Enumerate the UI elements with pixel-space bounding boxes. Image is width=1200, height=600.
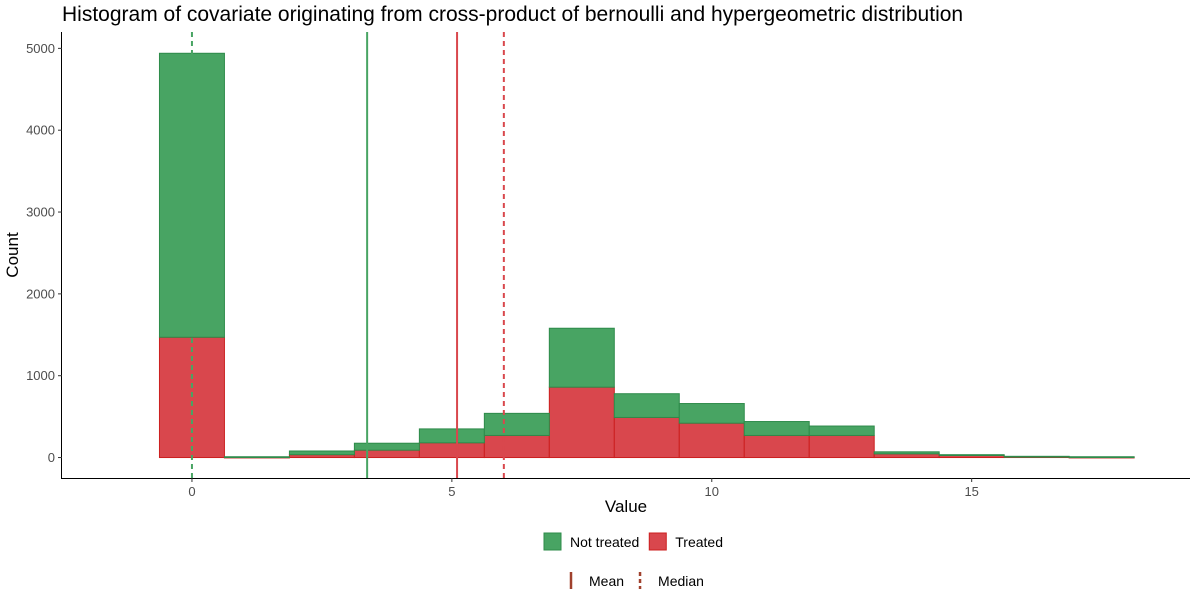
y-tick-label: 0 <box>48 450 55 465</box>
bar-treated <box>483 434 550 459</box>
x-tick-label: 5 <box>448 484 455 499</box>
legend-label-median: Median <box>658 573 704 589</box>
bar-not-treated <box>743 421 810 436</box>
legend-key-not-treated <box>543 532 562 551</box>
bar-treated <box>873 453 940 459</box>
chart-title: Histogram of covariate originating from … <box>62 3 963 26</box>
bar-treated <box>613 416 680 459</box>
x-tick-label: 15 <box>964 484 978 499</box>
bar-treated <box>678 422 745 459</box>
reference-lines <box>190 32 505 478</box>
bar-not-treated <box>223 456 290 459</box>
bar-treated <box>808 434 875 459</box>
bar-not-treated <box>418 428 485 444</box>
bar-not-treated <box>353 442 420 451</box>
y-tick-label: 3000 <box>26 205 55 220</box>
bar-not-treated <box>938 454 1005 456</box>
bar-not-treated <box>808 425 875 436</box>
y-tick-label: 4000 <box>26 123 55 138</box>
y-tick-label: 2000 <box>26 286 55 301</box>
legend-label-treated: Treated <box>675 534 723 550</box>
y-tick-label: 5000 <box>26 41 55 56</box>
bar-not-treated <box>873 451 940 455</box>
bar-not-treated <box>678 403 745 424</box>
legend-key-treated <box>648 532 667 551</box>
plot-area <box>158 52 1135 459</box>
series-not-treated <box>158 52 1135 459</box>
bar-not-treated <box>613 393 680 418</box>
y-axis-ticks: 0 1000 2000 3000 4000 5000 <box>26 41 62 465</box>
bar-treated <box>743 434 810 459</box>
legend-linetype: Mean Median <box>569 572 704 589</box>
x-axis-title: Value <box>605 497 647 516</box>
legend-label-mean: Mean <box>589 573 624 589</box>
bar-not-treated <box>288 450 355 456</box>
bar-not-treated <box>1068 456 1135 459</box>
bar-not-treated <box>548 327 615 388</box>
legend-fill: Not treated Treated <box>543 532 723 551</box>
y-tick-label: 1000 <box>26 368 55 383</box>
bar-not-treated <box>483 412 550 436</box>
y-axis-title: Count <box>3 232 22 278</box>
series-treated <box>158 336 1135 459</box>
x-tick-label: 0 <box>188 484 195 499</box>
bar-not-treated <box>1003 455 1070 458</box>
legend-label-not-treated: Not treated <box>570 534 639 550</box>
bar-treated <box>418 442 485 459</box>
x-tick-label: 10 <box>705 484 719 499</box>
bar-treated <box>548 386 615 459</box>
x-axis-ticks: 0 5 10 15 <box>188 478 979 499</box>
bar-treated <box>353 449 420 459</box>
